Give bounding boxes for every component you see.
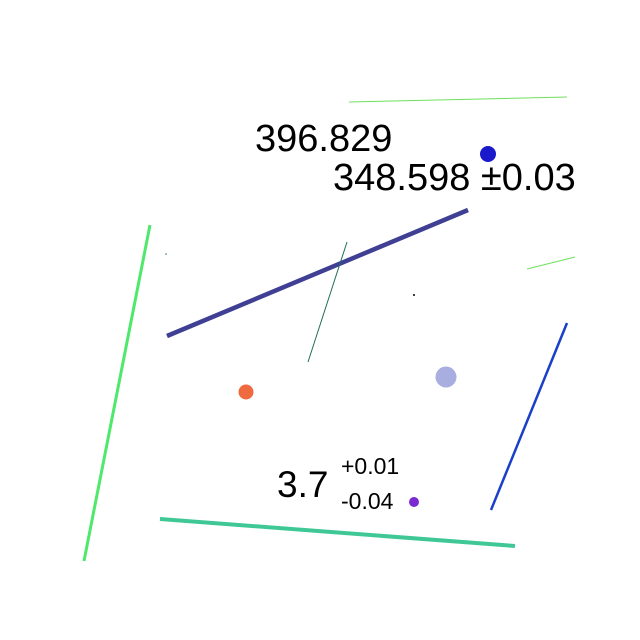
value-b-label: 348.598 ±0.03: [333, 157, 576, 199]
dark-teal-line: [307, 241, 348, 363]
light-green-line-top: [348, 96, 568, 103]
light-green-line-right: [526, 256, 576, 270]
purple-dot: [409, 497, 419, 507]
tiny-dot-left: [165, 253, 167, 255]
value-c-minus-label: -0.04: [341, 488, 394, 514]
navy-line: [166, 207, 469, 339]
bright-green-line: [82, 224, 152, 562]
blue-line: [489, 322, 569, 511]
tiny-dot-center: [413, 294, 415, 296]
lavender-dot: [435, 366, 457, 388]
value-c-plus-label: +0.01: [341, 453, 399, 479]
value-c-main-label: 3.7: [277, 464, 328, 505]
value-a-label: 396.829: [255, 118, 392, 160]
orange-dot: [238, 384, 254, 400]
blue-dot: [480, 146, 496, 162]
teal-line: [159, 517, 516, 548]
